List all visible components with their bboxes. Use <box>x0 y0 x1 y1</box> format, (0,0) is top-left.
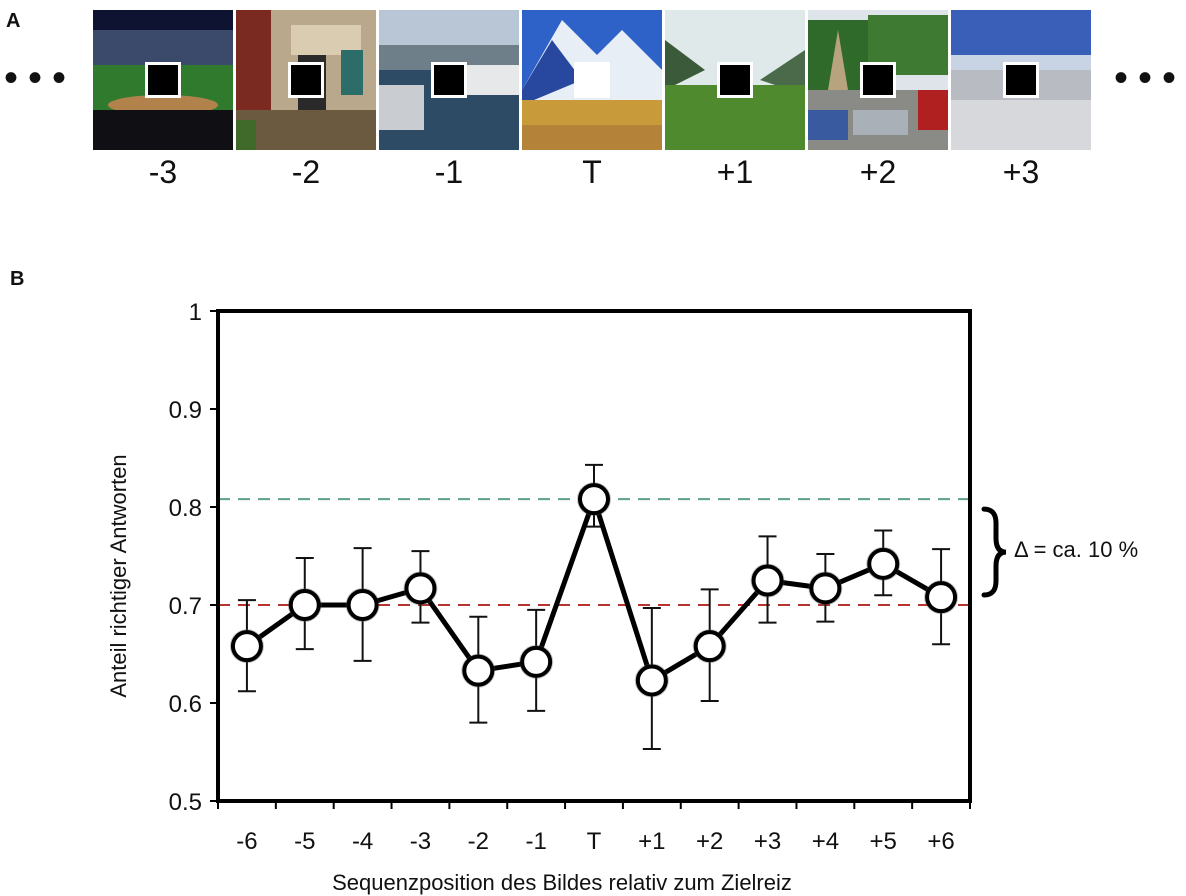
data-point <box>693 630 726 663</box>
delta-annotation: Δ = ca. 10 % <box>1014 537 1139 562</box>
sequence-frame-harbor <box>379 10 519 150</box>
x-tick-label: +1 <box>638 828 665 855</box>
frame-label: +1 <box>716 154 754 190</box>
x-tick-label: +3 <box>754 828 781 855</box>
mountain-scene-image <box>522 10 662 150</box>
panel-a-label: A <box>6 10 21 32</box>
data-point <box>751 564 784 597</box>
data-point <box>578 483 610 516</box>
x-tick-label: T <box>587 828 602 855</box>
x-tick-label: +2 <box>696 828 723 855</box>
stadium-scene-image <box>93 10 233 150</box>
mask-square <box>1003 62 1039 98</box>
delta-brace <box>981 506 1007 598</box>
sequence-frame-stadium <box>93 10 233 150</box>
frame-label: +2 <box>859 154 897 190</box>
data-point <box>230 630 263 663</box>
mask-square <box>717 62 753 98</box>
x-tick-label: -5 <box>294 828 315 855</box>
data-point <box>867 547 900 580</box>
y-tick-label: 1 <box>189 299 202 326</box>
meadow-scene-image <box>665 10 805 150</box>
data-point <box>462 654 495 687</box>
target-mask-square <box>574 62 610 98</box>
x-tick-label: -1 <box>525 828 546 855</box>
ellipsis-left: ••• <box>4 56 77 100</box>
accuracy-chart: 0.5 0.6 0.7 0.8 0.9 1 -6 -5 -4 -3 -2 -1 T +1 +2 +3 +4 +5 +… <box>106 299 1007 895</box>
frame-label: T <box>582 154 602 190</box>
mask-square <box>145 62 181 98</box>
building-scene-image <box>236 10 376 150</box>
data-point <box>346 589 379 621</box>
x-axis-title: Sequenzposition des Bildes relativ zum Z… <box>332 870 792 895</box>
data-point <box>925 581 958 614</box>
street-scene-image <box>808 10 948 150</box>
plot-area-border <box>216 309 972 803</box>
y-axis-title: Anteil richtiger Antworten <box>106 454 131 697</box>
winter-scene-image <box>951 10 1091 150</box>
data-point <box>809 572 842 605</box>
frame-label: -3 <box>148 154 178 190</box>
sequence-frame-street <box>808 10 948 150</box>
y-tick-label: 0.8 <box>169 495 202 522</box>
data-point <box>635 664 668 697</box>
data-point <box>288 589 321 621</box>
mask-square <box>860 62 896 98</box>
mask-square <box>431 62 467 98</box>
x-tick-label: +6 <box>927 828 954 855</box>
y-tick-label: 0.6 <box>169 691 202 718</box>
frame-label: +3 <box>1002 154 1040 190</box>
x-tick-label: -4 <box>352 828 373 855</box>
data-point <box>404 572 437 605</box>
sequence-frame-winter <box>951 10 1091 150</box>
x-tick-label: -3 <box>410 828 431 855</box>
y-tick-label: 0.9 <box>169 397 202 424</box>
x-tick-label: -2 <box>468 828 489 855</box>
x-tick-label: +4 <box>812 828 839 855</box>
x-tick-label: -6 <box>236 828 257 855</box>
sequence-frame-building <box>236 10 376 150</box>
sequence-frame-mountain <box>522 10 662 150</box>
frame-label: -1 <box>434 154 464 190</box>
mask-square <box>288 62 324 98</box>
x-tick-label: +5 <box>870 828 897 855</box>
y-tick-label: 0.7 <box>169 593 202 620</box>
data-point <box>520 645 553 678</box>
frame-label: -2 <box>291 154 321 190</box>
panel-b-label: B <box>10 268 25 290</box>
sequence-frame-meadow <box>665 10 805 150</box>
ellipsis-right: ••• <box>1114 56 1186 100</box>
y-tick-label: 0.5 <box>169 789 202 816</box>
